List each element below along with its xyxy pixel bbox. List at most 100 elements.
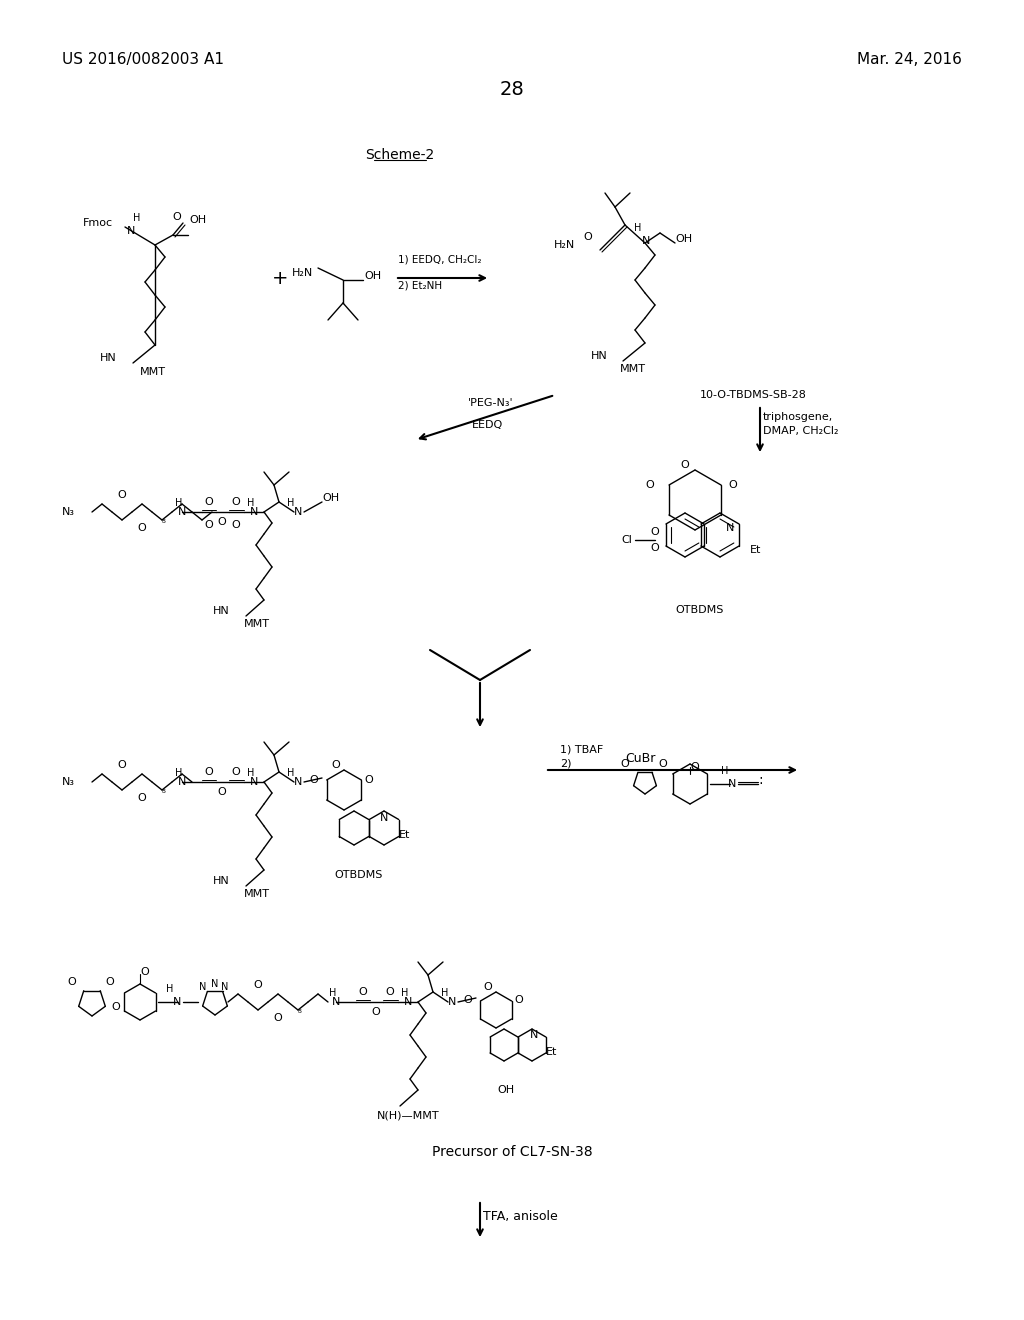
Text: HN: HN [213, 876, 230, 886]
Text: ₈: ₈ [162, 515, 166, 525]
Text: N: N [127, 226, 135, 236]
Text: MMT: MMT [620, 364, 646, 374]
Text: Et: Et [546, 1047, 557, 1057]
Text: O: O [218, 787, 226, 797]
Text: N: N [221, 982, 228, 993]
Text: O: O [621, 759, 630, 770]
Text: MMT: MMT [140, 367, 166, 378]
Text: H: H [634, 223, 642, 234]
Text: H: H [288, 498, 295, 508]
Text: HN: HN [100, 352, 117, 363]
Text: H: H [248, 498, 255, 508]
Text: CuBr: CuBr [625, 752, 655, 766]
Text: OH: OH [498, 1085, 515, 1096]
Text: O: O [358, 987, 368, 997]
Text: Mar. 24, 2016: Mar. 24, 2016 [857, 51, 962, 67]
Text: N: N [726, 523, 734, 533]
Text: O: O [137, 793, 146, 803]
Text: O: O [386, 987, 394, 997]
Text: O: O [365, 775, 374, 785]
Text: O: O [112, 1002, 120, 1012]
Text: 2) Et₂NH: 2) Et₂NH [398, 280, 442, 290]
Text: H: H [166, 983, 174, 994]
Text: N: N [529, 1030, 539, 1040]
Text: MMT: MMT [244, 888, 270, 899]
Text: O: O [218, 517, 226, 527]
Text: H: H [175, 768, 182, 777]
Text: N: N [403, 997, 413, 1007]
Text: 1) EEDQ, CH₂Cl₂: 1) EEDQ, CH₂Cl₂ [398, 253, 481, 264]
Text: +: + [271, 268, 288, 288]
Text: Precursor of CL7-SN-38: Precursor of CL7-SN-38 [432, 1144, 592, 1159]
Text: N₃: N₃ [62, 777, 75, 787]
Text: :: : [758, 774, 763, 787]
Text: H₂N: H₂N [554, 240, 575, 249]
Text: O: O [140, 968, 150, 977]
Text: H: H [288, 768, 295, 777]
Text: N: N [294, 777, 302, 787]
Text: US 2016/0082003 A1: US 2016/0082003 A1 [62, 51, 224, 67]
Text: H: H [441, 987, 449, 998]
Text: O: O [118, 490, 126, 500]
Text: 10-O-TBDMS-SB-28: 10-O-TBDMS-SB-28 [700, 389, 807, 400]
Text: O: O [205, 520, 213, 531]
Text: N: N [449, 997, 457, 1007]
Text: O: O [483, 982, 493, 993]
Text: O: O [105, 977, 115, 987]
Text: O: O [515, 995, 523, 1005]
Text: O: O [205, 767, 213, 777]
Text: O: O [309, 775, 318, 785]
Text: H: H [330, 987, 337, 998]
Text: OH: OH [675, 234, 692, 244]
Text: H₂N: H₂N [292, 268, 313, 279]
Text: O: O [118, 760, 126, 770]
Text: HN: HN [591, 351, 608, 360]
Text: DMAP, CH₂Cl₂: DMAP, CH₂Cl₂ [763, 426, 839, 436]
Text: EEDQ: EEDQ [472, 420, 503, 430]
Text: O: O [332, 760, 340, 770]
Text: H: H [175, 498, 182, 508]
Text: OH: OH [322, 492, 339, 503]
Text: O: O [137, 523, 146, 533]
Text: N: N [250, 777, 258, 787]
Text: O: O [658, 759, 668, 770]
Text: 1) TBAF: 1) TBAF [560, 744, 603, 755]
Text: O: O [729, 480, 737, 490]
Text: O: O [645, 480, 654, 490]
Text: triphosgene,: triphosgene, [763, 412, 834, 422]
Text: Et: Et [399, 830, 411, 840]
Text: OH: OH [189, 215, 206, 224]
Text: N: N [250, 507, 258, 517]
Text: O: O [231, 498, 241, 507]
Text: N: N [380, 813, 388, 822]
Text: O: O [690, 762, 699, 772]
Text: H: H [248, 768, 255, 777]
Text: 'PEG-N₃': 'PEG-N₃' [468, 399, 514, 408]
Text: O: O [681, 459, 689, 470]
Text: H: H [721, 766, 729, 776]
Text: O: O [205, 498, 213, 507]
Text: Cl: Cl [622, 535, 632, 545]
Text: O: O [231, 767, 241, 777]
Text: O: O [464, 995, 472, 1005]
Text: TFA, anisole: TFA, anisole [483, 1210, 558, 1224]
Text: Fmoc: Fmoc [83, 218, 113, 228]
Text: OTBDMS: OTBDMS [676, 605, 724, 615]
Text: N: N [173, 997, 181, 1007]
Text: HN: HN [213, 606, 230, 616]
Text: N: N [178, 777, 186, 787]
Text: O: O [68, 977, 77, 987]
Text: O: O [254, 979, 262, 990]
Text: N: N [294, 507, 302, 517]
Text: ₈: ₈ [162, 785, 166, 795]
Text: N: N [332, 997, 340, 1007]
Text: O: O [173, 213, 181, 222]
Text: O: O [650, 527, 659, 537]
Text: O: O [584, 232, 592, 242]
Text: OTBDMS: OTBDMS [335, 870, 383, 880]
Text: N: N [211, 979, 219, 989]
Text: O: O [650, 543, 659, 553]
Text: N: N [642, 236, 650, 246]
Text: MMT: MMT [244, 619, 270, 630]
Text: ₈: ₈ [298, 1005, 302, 1015]
